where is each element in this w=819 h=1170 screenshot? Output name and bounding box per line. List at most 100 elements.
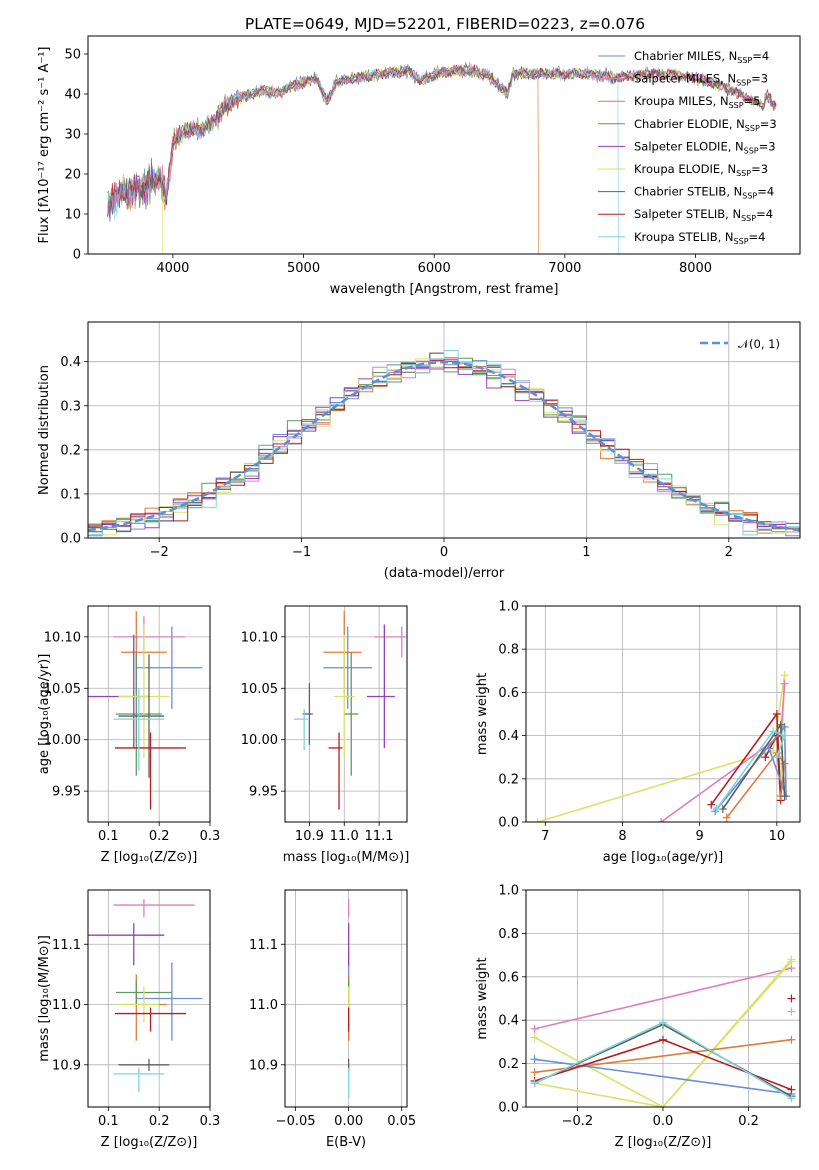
x-tick-label: 4000 — [156, 261, 189, 276]
x-axis-label: E(B-V) — [326, 1135, 366, 1150]
y-tick-label: 11.1 — [52, 938, 81, 953]
y-tick-label: 10.00 — [44, 733, 81, 748]
x-tick-label: 0.2 — [149, 1114, 170, 1129]
y-tick-label: 0 — [73, 248, 81, 263]
legend-subscript: SSP — [741, 214, 756, 223]
weight-line — [726, 751, 786, 819]
y-tick-label: 0.8 — [498, 927, 519, 942]
weight-series — [718, 720, 789, 814]
legend-label: Salpeter STELIB, N — [634, 207, 741, 221]
mass_vs_Z-panel: 0.1 0.2 0.3 10.9 11.0 11.1 Z [log₁₀(Z/Z⊙)] mass… — [37, 889, 220, 1150]
x-tick-label: 0.3 — [200, 829, 221, 844]
y-tick-label: 30 — [64, 128, 81, 143]
y-tick-label: 10.10 — [44, 630, 81, 645]
x-tick-label: −1 — [292, 545, 311, 560]
legend-entry: Salpeter STELIB, NSSP=4 — [634, 207, 773, 223]
errorbar-point — [113, 688, 165, 771]
mass_vs_ebv-frame — [284, 889, 408, 1108]
y-tick-label: 1.0 — [498, 884, 519, 899]
y-axis-label: Normed distribution — [37, 365, 52, 495]
weight-line — [534, 958, 793, 1107]
x-tick-label: −0.05 — [276, 1114, 316, 1129]
legend-subscript: SSP — [745, 124, 760, 133]
legend-label: Kroupa STELIB, N — [634, 230, 734, 244]
legend-suffix: =3 — [751, 162, 768, 176]
y-tick-label: 9.95 — [249, 785, 278, 800]
legend-subscript: SSP — [736, 169, 751, 178]
y-axis-label: mass weight — [475, 673, 490, 755]
spectrum-line — [107, 63, 619, 254]
spectrum-line — [107, 65, 777, 222]
mass_vs_ebv-panel: −0.05 0.00 0.05 10.9 11.0 11.1 E(B-V) — [249, 889, 416, 1150]
legend-subscript: SSP — [734, 237, 749, 246]
legend-subscript: SSP — [737, 56, 752, 65]
legend-subscript: SSP — [744, 146, 759, 155]
legend-entry: Salpeter ELODIE, NSSP=3 — [634, 139, 776, 155]
weight-series — [787, 994, 796, 1003]
y-tick-label: 11.0 — [249, 998, 278, 1013]
legend-entry: Chabrier MILES, NSSP=4 — [634, 49, 769, 65]
normal-curve — [88, 360, 800, 532]
x-tick-label: 11.1 — [365, 829, 394, 844]
x-tick-label: 0.00 — [334, 1114, 363, 1129]
y-tick-label: 0.0 — [60, 532, 81, 547]
x-tick-label: 11.0 — [330, 829, 359, 844]
x-tick-label: 0 — [440, 545, 448, 560]
x-tick-label: 0.2 — [738, 1114, 759, 1129]
legend-suffix: =4 — [749, 230, 766, 244]
errorbar-point — [114, 732, 187, 810]
y-tick-label: 0.0 — [498, 1101, 519, 1116]
y-tick-label: 50 — [64, 48, 81, 63]
x-axis-label: age [log₁₀(age/yr)] — [603, 850, 724, 865]
weight-series — [787, 1007, 796, 1016]
residual-histogram — [88, 359, 800, 530]
legend-label: Kroupa MILES, N — [634, 94, 729, 108]
y-tick-label: 1.0 — [498, 600, 519, 615]
errorbar-point — [88, 923, 165, 966]
x-tick-label: 7 — [541, 829, 549, 844]
y-tick-label: 0.4 — [60, 355, 81, 370]
x-tick-label: 8 — [618, 829, 626, 844]
errorbar-point — [118, 654, 165, 778]
age_vs_mass-panel: 10.9 11.0 11.1 9.95 10.00 10.05 10.10 mass [log… — [241, 605, 410, 865]
y-tick-label: 9.95 — [52, 785, 81, 800]
panels: 4000 5000 6000 7000 800001020304050wavelengt… — [37, 35, 801, 1150]
errorbar-point — [323, 611, 362, 694]
x-tick-label: 2 — [725, 545, 733, 560]
weight_vs_Z-panel: −0.2 0.0 0.2 0.0 0.2 0.4 0.6 0.8 1.0 Z [log₁₀(Z/Z… — [475, 884, 801, 1150]
legend-entry: Chabrier ELODIE, NSSP=3 — [634, 117, 777, 133]
residuals-panel: −2 −1 0 1 2 0.0 0.1 0.2 0.3 0.4 (data-model)/error… — [37, 321, 801, 581]
y-tick-label: 10.05 — [241, 682, 278, 697]
y-tick-label: 11.0 — [52, 998, 81, 1013]
legend-entry: Kroupa STELIB, NSSP=4 — [634, 230, 765, 246]
x-axis-label: (data-model)/error — [384, 566, 505, 581]
weight-series — [712, 727, 789, 814]
legend-label: Chabrier MILES, N — [634, 49, 737, 63]
age_vs_mass-frame — [284, 605, 408, 823]
y-tick-label: 10.05 — [44, 682, 81, 697]
y-axis-label: age [log₁₀(age/yr)] — [37, 654, 52, 775]
mass_vs_Z-points — [88, 899, 203, 1092]
y-tick-label: 0.4 — [498, 729, 519, 744]
age_vs_mass-points — [293, 611, 406, 810]
errorbar-point — [136, 962, 203, 1041]
weight_vs_Z-frame — [525, 889, 801, 1108]
errorbar-point — [373, 626, 406, 658]
x-tick-label: 10 — [769, 829, 786, 844]
x-axis-label: Z [log₁₀(Z/Z⊙)] — [101, 850, 198, 865]
x-tick-label: 0.0 — [653, 1114, 674, 1129]
y-tick-label: 20 — [64, 168, 81, 183]
x-axis-label: mass [log₁₀(M/M⊙)] — [283, 850, 410, 865]
errorbar-point — [113, 1067, 165, 1092]
legend-suffix: =4 — [756, 207, 773, 221]
mass_vs_Z-frame — [87, 889, 211, 1108]
y-tick-label: 10.9 — [52, 1058, 81, 1073]
y-tick-label: 0.2 — [60, 443, 81, 458]
y-axis-label: mass weight — [475, 957, 490, 1039]
y-tick-label: 0.0 — [498, 816, 519, 831]
weight_vs_Z-series — [530, 955, 796, 1107]
y-axis-label: mass [log₁₀(M/M⊙)] — [37, 935, 52, 1062]
y-tick-label: 0.4 — [498, 1014, 519, 1029]
x-tick-label: 1 — [582, 545, 590, 560]
